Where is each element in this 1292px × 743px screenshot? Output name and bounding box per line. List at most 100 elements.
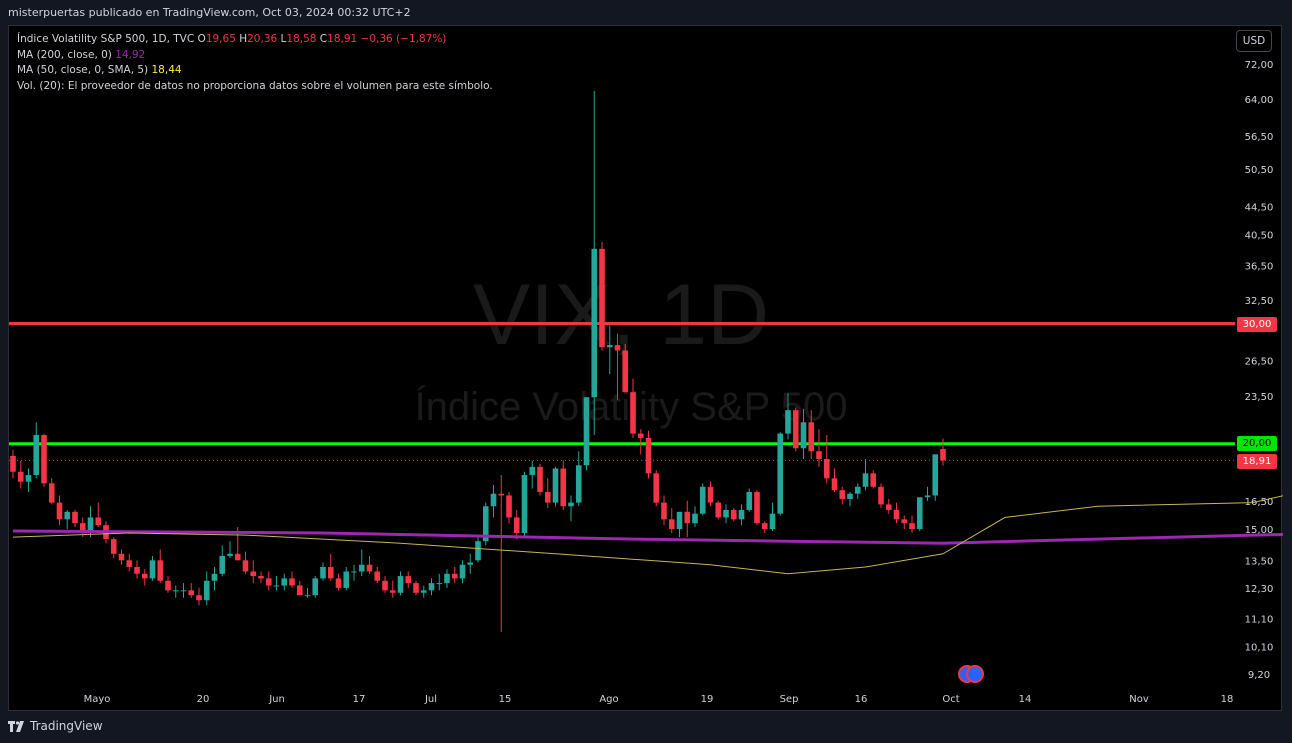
candle-body-109 [854,486,861,494]
candle-body-114 [893,509,900,520]
candle-body-112 [878,486,884,505]
high-label: H [239,33,248,45]
candle-body-50 [397,576,404,593]
price-axis-label-7: 32,50 [1245,296,1274,307]
candle-body-1 [17,471,24,482]
candle-body-104 [816,451,822,459]
candle-body-11 [95,517,102,526]
chart-pane[interactable]: VIX, 1D Índice Volatility S&P 500 72,00 64,… [8,25,1283,712]
time-axis-label-3: 17 [353,694,366,705]
candle-body-29 [234,553,241,561]
candle-body-71 [560,468,567,507]
candle-body-28 [227,553,233,556]
time-axis-label-10: Oct [942,694,959,705]
candle-body-35 [281,578,288,586]
change-value: −0,36 (−1,87%) [360,33,447,45]
candle-body-33 [265,578,272,586]
chart-legend: Índice Volatility S&P 500, 1D, TVC O19,6… [17,32,493,94]
candle-body-89 [699,486,706,514]
candle-body-31 [250,571,257,577]
time-axis-label-4: Jul [424,694,437,705]
price-tag-last: 18,91 [1237,454,1277,469]
candle-body-39 [312,578,319,596]
candle-body-106 [831,478,838,491]
candle-body-15 [126,560,133,567]
price-axis-label-14: 11,10 [1245,614,1274,625]
candle-body-13 [110,539,117,554]
candle-body-14 [118,553,125,561]
candle-body-30 [242,560,249,572]
candle-body-115 [901,519,908,524]
price-axis-label-4: 44,50 [1245,203,1274,214]
time-axis-label-6: Ago [599,694,618,705]
candle-body-58 [459,564,466,579]
candle-body-55 [436,583,443,585]
candle-body-23 [188,590,195,596]
ma50-line [12,495,1283,575]
ma200-value: 14,92 [115,48,146,61]
candle-body-80 [630,392,636,434]
candle-body-72 [568,502,574,507]
candle-body-27 [219,555,226,574]
candle-body-78 [614,345,621,351]
candle-body-9 [79,523,86,534]
candle-body-45 [358,564,365,572]
footer-brand[interactable]: TradingView [30,719,103,733]
candle-body-37 [296,585,303,596]
price-tag-20: 20,00 [1237,436,1277,451]
candle-body-82 [645,437,652,474]
price-axis-label-16: 9,20 [1248,670,1270,681]
event-icon-2 [966,665,984,683]
candle-body-108 [847,493,853,500]
open-value: 19,65 [205,33,236,45]
open-label: O [197,33,206,45]
footer: TradingView [8,719,103,733]
candle-body-68 [537,466,543,492]
candle-body-76 [599,248,605,348]
candle-body-25 [203,580,210,601]
candle-body-100 [785,410,791,434]
candle-body-86 [676,511,683,530]
candle-body-10 [87,517,94,534]
candle-body-95 [746,491,753,510]
price-tag-30: 30,00 [1237,317,1277,332]
price-axis-label-5: 40,50 [1245,231,1274,242]
candle-body-18 [149,560,156,579]
candle-body-90 [707,486,714,503]
volume-row[interactable]: Vol. (20): El proveedor de datos no prop… [17,79,493,95]
candle-body-99 [777,433,784,514]
ma50-row[interactable]: MA (50, close, 0, SMA, 5) 18,44 [17,63,493,79]
candle-body-77 [606,345,613,348]
candle-body-97 [761,523,768,530]
candle-body-22 [180,590,187,592]
price-axis-label-1: 64,00 [1245,95,1274,106]
candle-body-119 [932,454,939,496]
candle-body-60 [475,541,481,561]
candle-body-59 [467,562,474,565]
candle-body-7 [64,511,71,520]
candle-body-93 [730,509,737,520]
price-axis-label-11: 15,00 [1245,525,1274,536]
volume-text: Vol. (20): El proveedor de datos no prop… [17,79,493,92]
candle-body-40 [320,566,326,579]
time-axis-label-5: 15 [499,694,512,705]
ma200-row[interactable]: MA (200, close, 0) 14,92 [17,48,493,64]
candle-body-51 [405,576,412,584]
price-axis-label-9: 23,50 [1245,392,1274,403]
currency-button[interactable]: USD [1236,30,1272,52]
candle-body-47 [374,571,381,581]
candle-body-83 [653,473,660,503]
candle-body-65 [513,517,520,534]
candle-body-87 [684,511,691,524]
time-axis-label-8: Sep [780,694,799,705]
candle-body-79 [622,350,629,393]
candle-body-91 [715,502,722,518]
candle-body-70 [552,468,559,503]
symbol-title[interactable]: Índice Volatility S&P 500, 1D, TVC [17,33,195,45]
candle-body-69 [544,491,551,503]
candle-body-6 [56,502,63,520]
candle-body-0 [10,455,16,472]
candle-body-34 [273,585,280,587]
low-label: L [280,33,287,45]
